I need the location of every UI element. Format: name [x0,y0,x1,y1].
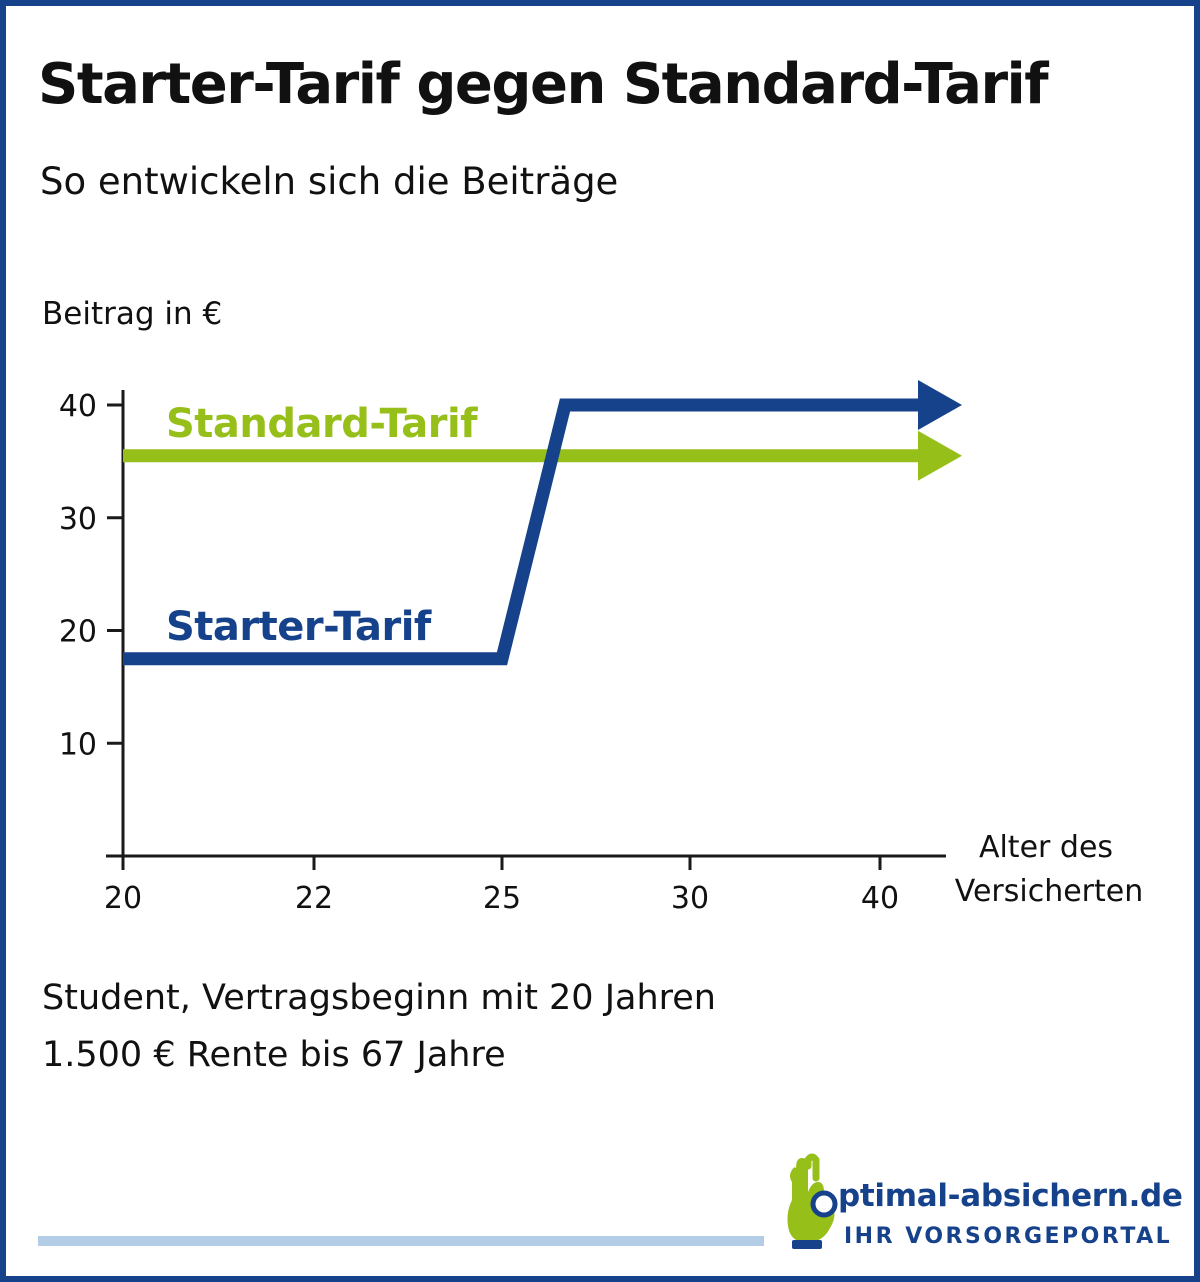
series-arrow-standard-tarif [918,430,962,481]
ok-hand-icon [787,1153,838,1249]
y-tick-label-40: 40 [59,389,97,424]
scenario-note-pension: 1.500 € Rente bis 67 Jahre [42,1035,506,1075]
y-tick-label-10: 10 [59,727,97,762]
series-label-starter-tarif: Starter-Tarif [166,604,432,650]
x-tick-label-22: 22 [295,881,333,916]
x-tick-label-40: 40 [861,881,899,916]
logo-wordmark: ptimal-absichern.de [838,1178,1183,1214]
brand-logo: ptimal-absichern.de IHR VORSORGEPORTAL [778,1152,1183,1252]
scenario-note-student: Student, Vertragsbeginn mit 20 Jahren [42,978,716,1018]
series-arrow-starter-tarif [918,380,962,430]
chart-title: Starter-Tarif gegen Standard-Tarif [38,52,1049,117]
footer-divider [38,1236,764,1246]
x-tick-label-20: 20 [104,881,142,916]
y-tick-label-30: 30 [59,502,97,537]
y-tick-label-20: 20 [59,615,97,650]
y-axis-label: Beitrag in € [42,296,222,332]
series-line-starter-tarif [123,398,922,666]
x-axis-label-line2: Versicherten [955,874,1143,909]
chart-subtitle: So entwickeln sich die Beiträge [40,160,619,203]
x-axis-label-line1: Alter des [979,830,1113,865]
series-label-standard-tarif: Standard-Tarif [166,401,478,447]
x-tick-label-25: 25 [483,881,521,916]
logo-tagline: IHR VORSORGEPORTAL [844,1224,1173,1249]
x-tick-label-30: 30 [671,881,709,916]
